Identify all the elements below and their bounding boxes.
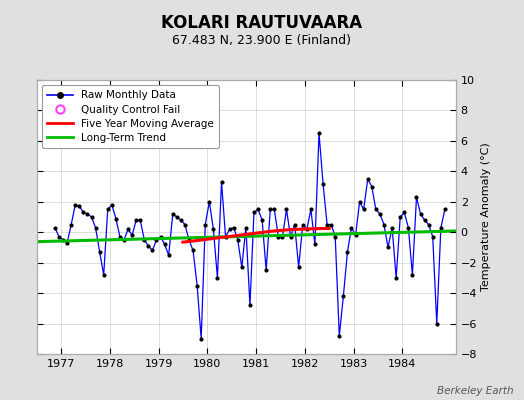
Legend: Raw Monthly Data, Quality Control Fail, Five Year Moving Average, Long-Term Tren: Raw Monthly Data, Quality Control Fail, … [42, 85, 220, 148]
Y-axis label: Temperature Anomaly (°C): Temperature Anomaly (°C) [482, 143, 492, 291]
Text: 67.483 N, 23.900 E (Finland): 67.483 N, 23.900 E (Finland) [172, 34, 352, 47]
Text: KOLARI RAUTUVAARA: KOLARI RAUTUVAARA [161, 14, 363, 32]
Text: Berkeley Earth: Berkeley Earth [437, 386, 514, 396]
